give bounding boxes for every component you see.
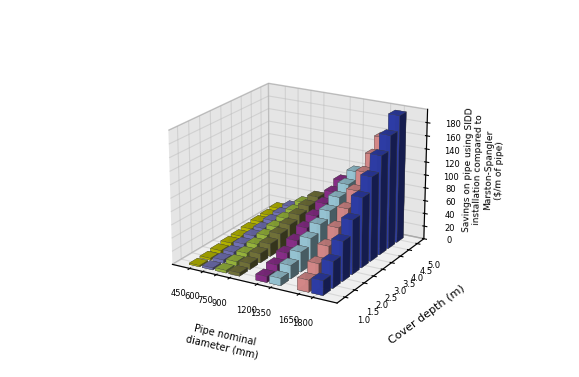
Y-axis label: Cover depth (m): Cover depth (m) (387, 283, 467, 346)
X-axis label: Pipe nominal
diameter (mm): Pipe nominal diameter (mm) (185, 322, 262, 360)
